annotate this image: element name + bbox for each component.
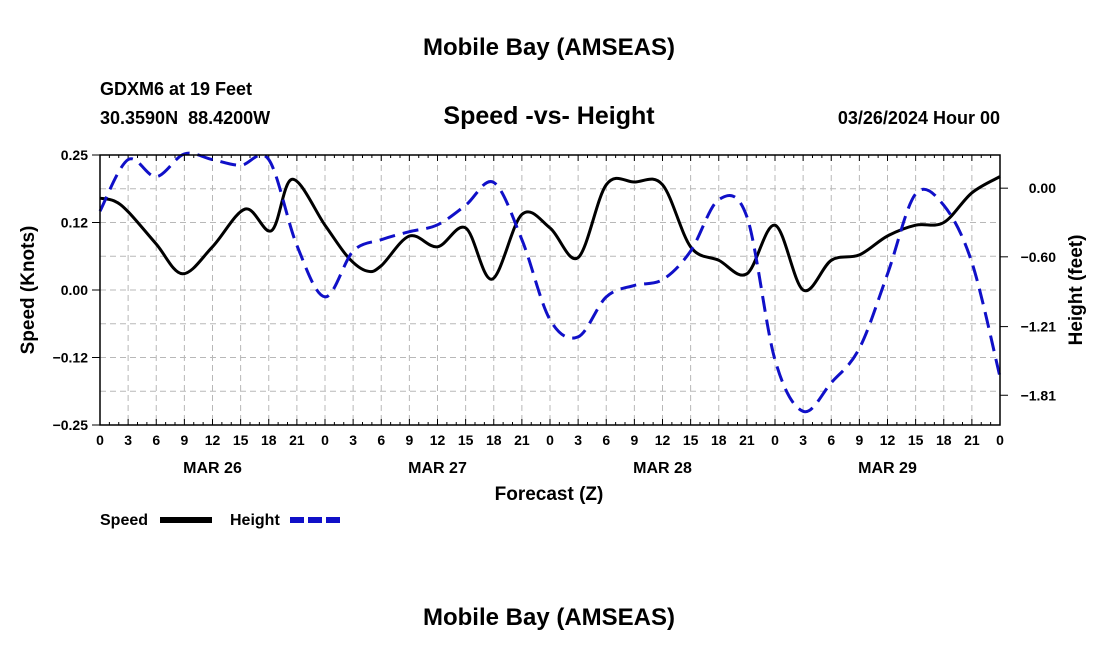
y2-tick-label: 0.00 (1029, 180, 1056, 196)
legend: Speed Height (100, 512, 342, 529)
x-tick-label: 9 (630, 432, 638, 448)
x-tick-label: 3 (799, 432, 807, 448)
x-tick-label: 12 (880, 432, 896, 448)
y-tick-label: −0.12 (53, 350, 89, 366)
x-tick-label: 6 (152, 432, 160, 448)
x-tick-label: 18 (711, 432, 727, 448)
y2-axis-label: Height (feet) (1066, 235, 1087, 346)
x-tick-label: 3 (124, 432, 132, 448)
series-line-speed (99, 175, 1001, 293)
x-day-label: MAR 26 (183, 460, 242, 477)
x-tick-label: 9 (405, 432, 413, 448)
x-tick-label: 18 (486, 432, 502, 448)
x-day-label: MAR 29 (858, 460, 917, 477)
x-day-label: MAR 27 (408, 460, 467, 477)
x-tick-label: 12 (430, 432, 446, 448)
x-tick-label: 6 (602, 432, 610, 448)
y-tick-label: 0.25 (61, 147, 88, 163)
chart-title: Speed -vs- Height (443, 102, 655, 130)
x-tick-label: 12 (655, 432, 671, 448)
x-tick-label: 21 (514, 432, 530, 448)
x-tick-label: 15 (233, 432, 249, 448)
x-tick-label: 0 (996, 432, 1004, 448)
x-tick-label: 18 (936, 432, 952, 448)
x-tick-label: 21 (289, 432, 305, 448)
x-axis-label: Forecast (Z) (495, 484, 604, 505)
x-tick-label: 0 (771, 432, 779, 448)
axis-ticks: 0 3 6 9 12 15 18 21 0 3 6 9 12 15 18 21 0 3 6 9 12 15 18 21 0 3 6 9… (53, 147, 1057, 477)
coordinates-label: 30.3590N 88.4200W (100, 108, 270, 128)
x-tick-label: 6 (827, 432, 835, 448)
y-tick-label: −0.25 (53, 417, 89, 433)
x-tick-label: 0 (321, 432, 329, 448)
x-tick-label: 15 (458, 432, 474, 448)
x-tick-label: 9 (855, 432, 863, 448)
datetime-label: 03/26/2024 Hour 00 (838, 108, 1000, 128)
page-title-bottom: Mobile Bay (AMSEAS) (423, 604, 675, 631)
y-tick-label: 0.00 (61, 282, 88, 298)
y2-tick-label: −1.21 (1021, 319, 1057, 335)
y-axis-label: Speed (Knots) (18, 226, 39, 355)
x-tick-label: 3 (349, 432, 357, 448)
plot-frame (99, 154, 1001, 426)
legend-label-speed: Speed (100, 512, 148, 529)
series-group (98, 151, 1002, 414)
y2-tick-label: −1.81 (1021, 387, 1057, 403)
y2-tick-label: −0.60 (1021, 249, 1057, 265)
page-title: Mobile Bay (AMSEAS) (423, 34, 675, 61)
station-label: GDXM6 at 19 Feet (100, 79, 252, 99)
x-tick-label: 0 (96, 432, 104, 448)
x-tick-label: 21 (739, 432, 755, 448)
y-tick-label: 0.12 (61, 215, 88, 231)
x-tick-label: 15 (908, 432, 924, 448)
x-tick-label: 3 (574, 432, 582, 448)
x-tick-label: 15 (683, 432, 699, 448)
x-day-label: MAR 28 (633, 460, 692, 477)
grid (100, 155, 1000, 425)
x-tick-label: 18 (261, 432, 277, 448)
x-tick-label: 9 (180, 432, 188, 448)
x-tick-label: 0 (546, 432, 554, 448)
x-tick-label: 6 (377, 432, 385, 448)
x-tick-label: 21 (964, 432, 980, 448)
x-tick-label: 12 (205, 432, 221, 448)
legend-label-height: Height (230, 512, 280, 529)
series-line-height (98, 151, 1002, 414)
